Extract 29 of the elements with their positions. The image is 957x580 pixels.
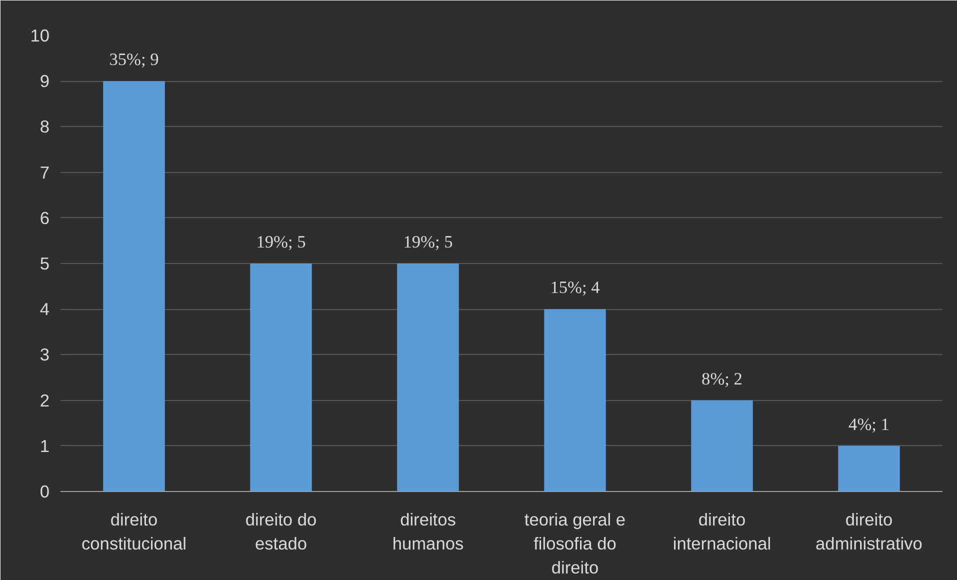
bar xyxy=(691,400,753,492)
y-tick-label: 10 xyxy=(30,26,50,46)
bar xyxy=(544,309,606,492)
y-tick-label: 7 xyxy=(40,162,50,182)
bar xyxy=(838,446,900,492)
y-tick-label: 8 xyxy=(40,116,50,137)
y-tick-label: 5 xyxy=(40,254,50,274)
x-tick-label: direito do estado xyxy=(245,510,317,554)
data-label: 15%; 4 xyxy=(550,278,600,298)
y-tick-label: 9 xyxy=(40,71,50,92)
data-label: 8%; 2 xyxy=(702,369,742,388)
x-tick-label: teoria geral e filosofia do direito xyxy=(524,510,626,578)
y-tick-label: 6 xyxy=(40,208,50,228)
x-tick-label: direitos humanos xyxy=(392,510,464,554)
bar xyxy=(103,81,165,492)
x-tick-label: direito constitucional xyxy=(82,510,187,554)
y-tick-label: 1 xyxy=(40,436,50,456)
y-tick-label: 4 xyxy=(40,299,50,320)
data-label: 35%; 9 xyxy=(109,50,159,70)
y-tick-label: 2 xyxy=(40,390,50,410)
bar xyxy=(250,264,312,492)
x-tick-label: direito internacional xyxy=(672,510,772,554)
x-tick-label: direito administrativo xyxy=(816,510,922,554)
y-tick-label: 3 xyxy=(40,344,50,365)
data-label: 19%; 5 xyxy=(403,232,453,252)
data-label: 4%; 1 xyxy=(848,414,890,434)
bar xyxy=(397,264,459,492)
y-tick-label: 0 xyxy=(40,482,50,502)
data-label: 19%; 5 xyxy=(256,232,306,252)
